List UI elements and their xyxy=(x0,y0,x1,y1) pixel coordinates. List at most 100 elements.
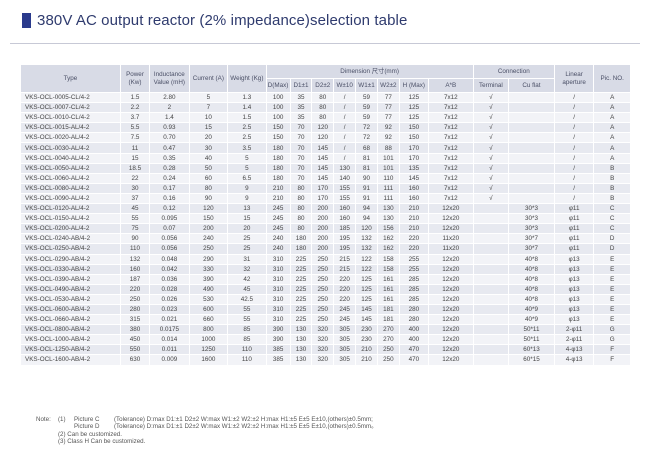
cell-terminal: √ xyxy=(472,142,510,154)
cell-d2: 320 xyxy=(311,354,335,366)
cell-inductance: 2 xyxy=(149,102,190,114)
cell-weight: 20 xyxy=(227,223,267,235)
cell-w: 185 xyxy=(333,223,357,235)
cell-pic-no: E xyxy=(593,314,631,326)
cell-d2: 250 xyxy=(311,314,335,326)
cell-terminal: √ xyxy=(472,152,510,164)
cell-d2: 250 xyxy=(311,293,335,305)
cell-inductance: 0.0175 xyxy=(149,324,190,336)
cell-linear-aperture: / xyxy=(553,112,595,124)
cell-current: 10 xyxy=(188,112,229,124)
cell-w: 155 xyxy=(333,192,357,205)
cell-w1: 210 xyxy=(355,354,378,366)
cell-power: 110 xyxy=(119,243,151,255)
cell-ab: 12x20 xyxy=(427,324,474,336)
cell-cu-flat: 40*8 xyxy=(508,283,555,295)
cell-w1: 120 xyxy=(355,223,378,235)
cell-type: VKS-OCL-1600-AB/4-2 xyxy=(20,354,121,366)
cell-w2: 156 xyxy=(376,223,400,235)
table-row: VKS-OCL-0060-AL/4-2 22 0.24 60 6.5 180 70 145 14… xyxy=(20,172,631,184)
cell-weight: 42 xyxy=(227,273,267,285)
table-row: VKS-OCL-0250-AB/4-2 110 0.056 250 25 240 180 20… xyxy=(20,243,631,255)
table-row: VKS-OCL-0005-CL/4-2 1.5 2.80 5 1.3 100 35 80/59… xyxy=(20,91,631,104)
cell-current: 80 xyxy=(188,182,229,194)
cell-power: 30 xyxy=(119,182,151,194)
cell-linear-aperture: 2-φ11 xyxy=(553,324,595,336)
cell-h-max: 220 xyxy=(398,243,429,255)
cell-inductance: 0.095 xyxy=(149,213,190,225)
cell-w: 245 xyxy=(333,314,357,326)
cell-w2: 130 xyxy=(376,213,400,225)
cell-d1: 225 xyxy=(289,314,313,326)
table-row: VKS-OCL-0530-AB/4-2 250 0.026 530 42.5 310 225… xyxy=(20,293,631,305)
cell-current: 40 xyxy=(188,152,229,164)
cell-w2: 77 xyxy=(376,112,400,124)
cell-weight: 2.5 xyxy=(227,122,267,134)
cell-inductance: 0.036 xyxy=(149,273,190,285)
cell-terminal: √ xyxy=(472,172,510,184)
cell-pic-no: B xyxy=(593,162,631,174)
cell-ab: 12x20 xyxy=(427,293,474,305)
cell-power: 450 xyxy=(119,334,151,346)
cell-power: 3.7 xyxy=(119,112,151,124)
table-row: VKS-OCL-0040-AL/4-2 15 0.35 40 5 180 70 145/81 1… xyxy=(20,152,631,164)
cell-weight: 85 xyxy=(227,324,267,336)
cell-h-max: 210 xyxy=(398,213,429,225)
table-row: VKS-OCL-0600-AB/4-2 280 0.023 600 55 310 225 25… xyxy=(20,303,631,316)
cell-pic-no: E xyxy=(593,303,631,316)
cell-d2: 80 xyxy=(311,91,335,104)
cell-d1: 225 xyxy=(289,273,313,285)
cell-w2: 92 xyxy=(376,122,400,134)
cell-linear-aperture: / xyxy=(553,182,595,194)
cell-d-max: 100 xyxy=(265,102,291,114)
cell-terminal xyxy=(472,293,510,305)
cell-current: 490 xyxy=(188,283,229,295)
cell-type: VKS-OCL-0290-AB/4-2 xyxy=(20,253,121,265)
cell-d1: 70 xyxy=(289,162,313,174)
cell-d2: 250 xyxy=(311,273,335,285)
cell-h-max: 280 xyxy=(398,303,429,316)
cell-w2: 162 xyxy=(376,233,400,245)
cell-w1: 94 xyxy=(355,203,378,215)
cell-weight: 25 xyxy=(227,233,267,245)
cell-d1: 80 xyxy=(289,203,313,215)
cell-cu-flat: 30*3 xyxy=(508,223,555,235)
cell-d-max: 180 xyxy=(265,172,291,184)
cell-d2: 145 xyxy=(311,172,335,184)
cell-type: VKS-OCL-0010-CL/4-2 xyxy=(20,112,121,124)
cell-terminal: √ xyxy=(472,112,510,124)
cell-h-max: 285 xyxy=(398,273,429,285)
cell-pic-no: E xyxy=(593,293,631,305)
table-row: VKS-OCL-0020-AL/4-2 7.5 0.70 20 2.5 150 70 120/… xyxy=(20,132,631,144)
cell-d-max: 310 xyxy=(265,283,291,295)
cell-h-max: 125 xyxy=(398,112,429,124)
cell-inductance: 0.24 xyxy=(149,172,190,184)
col-terminal: Terminal xyxy=(472,78,510,93)
cell-w: 305 xyxy=(333,324,357,336)
cell-h-max: 400 xyxy=(398,324,429,336)
cell-d1: 80 xyxy=(289,192,313,205)
cell-w: 195 xyxy=(333,243,357,255)
cell-terminal: √ xyxy=(472,122,510,134)
cell-terminal: √ xyxy=(472,182,510,194)
table-row: VKS-OCL-0390-AB/4-2 187 0.036 390 42 310 225 25… xyxy=(20,273,631,285)
cell-w1: 72 xyxy=(355,132,378,144)
cell-d1: 225 xyxy=(289,283,313,295)
cell-cu-flat xyxy=(508,182,555,194)
cell-w: / xyxy=(333,142,357,154)
cell-linear-aperture: φ13 xyxy=(553,253,595,265)
cell-linear-aperture: φ11 xyxy=(553,223,595,235)
cell-power: 1.5 xyxy=(119,91,151,104)
cell-w2: 270 xyxy=(376,324,400,336)
cell-d1: 80 xyxy=(289,223,313,235)
cell-current: 200 xyxy=(188,223,229,235)
table-row: VKS-OCL-1250-AB/4-2 550 0.011 1250 110 385 130… xyxy=(20,344,631,356)
cell-w1: 122 xyxy=(355,263,378,275)
cell-ab: 11x20 xyxy=(427,233,474,245)
cell-pic-no: D xyxy=(593,243,631,255)
cell-inductance: 0.07 xyxy=(149,223,190,235)
cell-type: VKS-OCL-0490-AB/4-2 xyxy=(20,283,121,295)
cell-power: 11 xyxy=(119,142,151,154)
cell-type: VKS-OCL-0800-AB/4-2 xyxy=(20,324,121,336)
cell-pic-no: F xyxy=(593,354,631,366)
